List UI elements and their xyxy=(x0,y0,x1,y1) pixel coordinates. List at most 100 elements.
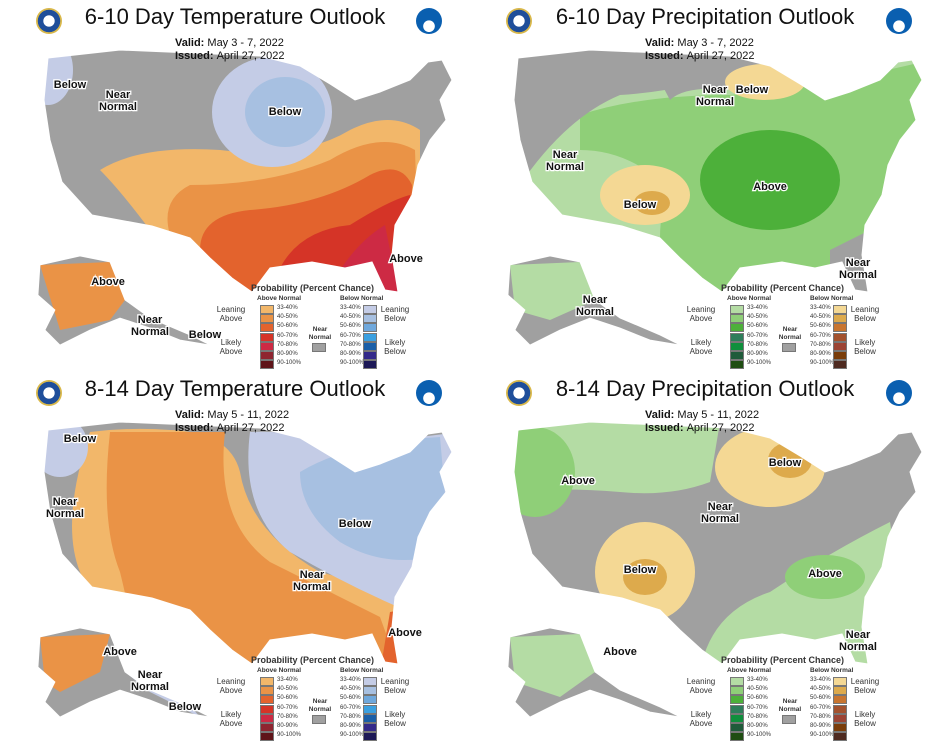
map-label: Below xyxy=(54,79,87,91)
map-label: Below xyxy=(624,564,657,576)
map-label: Below xyxy=(269,106,302,118)
above-swatch xyxy=(730,723,744,732)
below-range: 90-100% xyxy=(810,360,835,367)
map-label: Near Normal xyxy=(839,629,877,653)
map-label: Near Normal xyxy=(293,569,331,593)
likely-below-label: Likely Below xyxy=(854,338,876,356)
below-swatch xyxy=(363,305,377,314)
below-swatch xyxy=(833,704,847,714)
below-swatch xyxy=(363,314,377,324)
outlook-panel: Near Normal Below Near Normal Below Above Near N… xyxy=(470,0,940,372)
near-normal-swatch xyxy=(312,343,326,352)
noaa-logo xyxy=(416,380,442,406)
map-label: Below xyxy=(769,457,802,469)
below-swatch xyxy=(833,332,847,342)
map-label: Below xyxy=(339,518,372,530)
valid-dates: Valid: May 3 - 7, 2022 xyxy=(645,37,754,49)
above-swatch xyxy=(260,704,274,714)
legend-title: Probability (Percent Chance) xyxy=(720,655,845,665)
above-swatch xyxy=(260,723,274,732)
above-swatch xyxy=(730,704,744,714)
valid-dates: Valid: May 5 - 11, 2022 xyxy=(645,409,760,421)
map-label: Above xyxy=(808,568,842,580)
map-label: Above xyxy=(603,646,637,658)
above-swatch xyxy=(260,323,274,333)
leaning-below-label: Leaning Below xyxy=(850,305,880,323)
below-swatch xyxy=(833,732,847,742)
likely-above-label: Likely Above xyxy=(689,338,713,356)
near-normal-swatch xyxy=(782,715,796,724)
issued-date: Issued: April 27, 2022 xyxy=(645,50,755,62)
above-range: 60-70% xyxy=(277,704,298,711)
map-label: Near Normal xyxy=(131,314,169,338)
below-range: 33-40% xyxy=(810,677,831,683)
below-normal-header: Below Normal xyxy=(810,667,854,674)
above-range: 50-60% xyxy=(277,695,298,702)
below-range: 50-60% xyxy=(810,695,831,702)
above-range: 33-40% xyxy=(277,305,298,311)
above-range: 80-90% xyxy=(747,351,768,357)
below-range: 70-80% xyxy=(340,713,361,720)
above-swatch xyxy=(730,695,744,705)
below-swatch xyxy=(363,677,377,686)
above-range: 40-50% xyxy=(277,314,298,321)
below-range: 40-50% xyxy=(810,314,831,321)
map-label: Above xyxy=(389,253,423,265)
probability-legend: Probability (Percent Chance) Above Norma… xyxy=(205,283,420,371)
leaning-below-label: Leaning Below xyxy=(380,677,410,695)
below-range: 60-70% xyxy=(810,704,831,711)
below-range: 60-70% xyxy=(340,332,361,339)
map-label: Below xyxy=(189,329,222,341)
leaning-above-label: Leaning Above xyxy=(686,305,716,323)
above-swatch xyxy=(260,713,274,723)
below-swatch xyxy=(363,713,377,723)
above-swatch xyxy=(260,332,274,342)
above-range: 60-70% xyxy=(747,704,768,711)
below-range: 80-90% xyxy=(810,723,831,729)
above-swatch xyxy=(730,314,744,324)
below-range: 33-40% xyxy=(810,305,831,311)
below-swatch xyxy=(833,351,847,360)
below-swatch xyxy=(833,341,847,351)
outlook-panel: Above Below Near Normal Below Above Near Normal… xyxy=(470,372,940,744)
above-swatch xyxy=(260,677,274,686)
outlook-panel: Below Near Normal Below Above Above Near Normal… xyxy=(0,0,470,372)
below-range: 50-60% xyxy=(340,695,361,702)
above-swatch xyxy=(730,677,744,686)
map-label: Below xyxy=(64,433,97,445)
map-label: Near Normal xyxy=(696,84,734,108)
noaa-logo xyxy=(886,380,912,406)
above-swatch xyxy=(260,314,274,324)
above-swatch xyxy=(730,332,744,342)
above-swatch xyxy=(260,360,274,370)
outlook-title: 8-14 Day Temperature Outlook xyxy=(84,376,386,401)
valid-dates: Valid: May 5 - 11, 2022 xyxy=(175,409,290,421)
above-range: 80-90% xyxy=(277,351,298,357)
outlook-panel: Below Near Normal Below Near Normal Above Above… xyxy=(0,372,470,744)
above-range: 60-70% xyxy=(747,332,768,339)
above-range: 50-60% xyxy=(277,323,298,330)
valid-dates: Valid: May 3 - 7, 2022 xyxy=(175,37,284,49)
map-label: Near Normal xyxy=(701,501,739,525)
below-swatch xyxy=(833,677,847,686)
map-label: Above xyxy=(388,627,422,639)
below-range: 70-80% xyxy=(340,341,361,348)
likely-above-label: Likely Above xyxy=(219,710,243,728)
below-normal-header: Below Normal xyxy=(340,295,384,302)
above-range: 90-100% xyxy=(747,732,772,739)
above-range: 90-100% xyxy=(277,732,302,739)
below-range: 70-80% xyxy=(810,713,831,720)
outlook-map: Below Near Normal Below Above Above Near Normal… xyxy=(37,49,453,346)
map-label: Near Normal xyxy=(839,257,877,281)
above-swatch xyxy=(260,351,274,360)
near-normal-label: Near Normal xyxy=(778,698,802,713)
legend-title: Probability (Percent Chance) xyxy=(250,655,375,665)
leaning-above-label: Leaning Above xyxy=(216,305,246,323)
above-range: 90-100% xyxy=(747,360,772,367)
above-range: 70-80% xyxy=(277,713,298,720)
below-range: 40-50% xyxy=(340,686,361,693)
above-range: 50-60% xyxy=(747,695,768,702)
above-range: 80-90% xyxy=(747,723,768,729)
